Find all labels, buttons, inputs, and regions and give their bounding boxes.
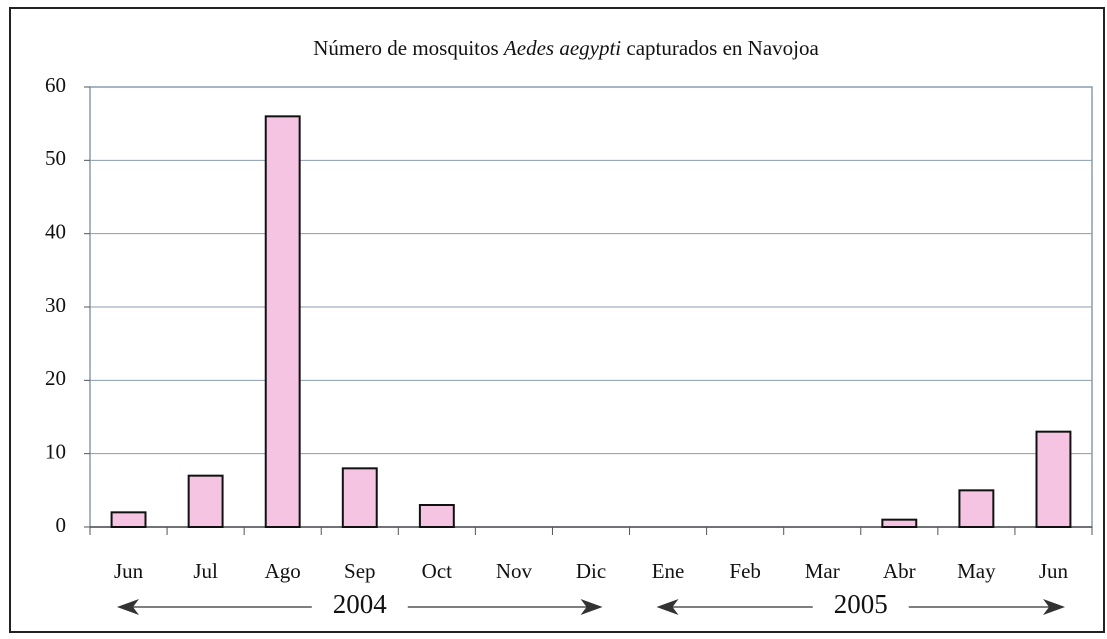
- bar: [187, 474, 224, 528]
- x-tick-label: May: [957, 559, 996, 583]
- bar: [341, 467, 378, 529]
- year-label: 2004: [333, 589, 388, 619]
- y-tick-label: 10: [45, 439, 66, 463]
- arrow-head: [1043, 599, 1066, 615]
- bar: [264, 115, 301, 528]
- x-tick-label: Jun: [1039, 559, 1069, 583]
- bar: [958, 489, 995, 529]
- year-label: 2005: [834, 589, 888, 619]
- x-tick-label: Nov: [496, 559, 533, 583]
- bar: [110, 511, 147, 528]
- y-tick-label: 20: [45, 366, 66, 390]
- x-tick-label: Ago: [265, 559, 301, 583]
- x-tick-label: Mar: [805, 559, 840, 583]
- arrow-head: [656, 599, 679, 615]
- x-tick-label: Feb: [729, 559, 761, 583]
- title-part: Aedes aegypti: [502, 36, 621, 60]
- x-tick-label: Jul: [193, 559, 218, 583]
- x-tick-label: Jun: [114, 559, 144, 583]
- y-tick-label: 50: [45, 146, 66, 170]
- bar: [1035, 430, 1072, 528]
- bar: [418, 504, 455, 528]
- y-tick-label: 0: [56, 513, 67, 537]
- title-part: capturados en Navojoa: [621, 36, 819, 60]
- arrow-head: [580, 599, 603, 615]
- chart-title: Número de mosquitos Aedes aegypti captur…: [313, 36, 819, 60]
- chart-frame: [9, 7, 1105, 633]
- bar: [881, 518, 918, 529]
- x-tick-label: Dic: [576, 559, 606, 583]
- x-tick-label: Ene: [652, 559, 685, 583]
- x-tick-label: Abr: [883, 559, 916, 583]
- title-part: Número de mosquitos: [313, 36, 504, 60]
- y-tick-label: 60: [45, 73, 66, 97]
- x-tick-label: Sep: [344, 559, 376, 583]
- y-tick-label: 40: [45, 219, 66, 243]
- x-tick-label: Oct: [422, 559, 452, 583]
- y-tick-label: 30: [45, 293, 66, 317]
- arrow-head: [116, 599, 139, 615]
